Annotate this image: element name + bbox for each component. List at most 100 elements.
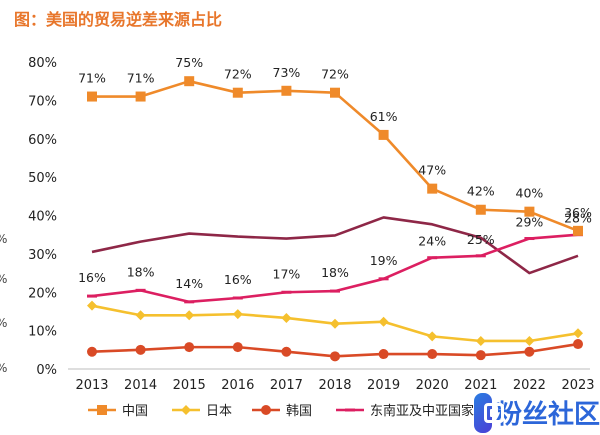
clipped-percent-mark: %	[0, 361, 7, 375]
data-point	[232, 87, 243, 98]
y-tick-label: 70%	[28, 94, 57, 109]
legend-item: 韩国	[252, 404, 312, 419]
data-label: 18%	[127, 264, 155, 279]
data-label: 16%	[224, 272, 252, 287]
x-tick-label: 2014	[124, 378, 157, 393]
data-label: 72%	[321, 67, 349, 82]
data-label: 28%	[564, 211, 592, 226]
data-point	[184, 342, 195, 353]
data-label: 36%	[564, 205, 592, 220]
watermark-text: 粉丝社区	[495, 400, 600, 430]
data-point	[281, 346, 292, 357]
data-point	[427, 256, 438, 260]
fensi-logo-icon	[474, 392, 504, 433]
data-point	[330, 318, 340, 329]
legend-item: 东南亚及中亚国家	[336, 403, 474, 419]
data-point	[87, 91, 97, 102]
data-point	[573, 339, 583, 350]
data-point	[475, 335, 486, 346]
y-tick-label: 60%	[28, 133, 57, 148]
data-point	[573, 328, 583, 339]
data-point	[524, 237, 535, 241]
clipped-percent-mark: %	[0, 316, 7, 330]
data-point	[135, 288, 146, 292]
y-tick-label: 80%	[28, 56, 57, 71]
x-tick-label: 2020	[416, 378, 449, 393]
data-point	[378, 349, 389, 360]
data-label: 14%	[175, 276, 203, 291]
legend-label: 中国	[122, 404, 148, 419]
data-point	[427, 183, 438, 194]
data-point	[184, 310, 195, 321]
data-point	[281, 312, 292, 323]
data-point	[87, 300, 97, 311]
x-tick-label: 2021	[464, 378, 497, 393]
data-point	[281, 290, 292, 294]
data-label: 47%	[418, 163, 446, 178]
y-tick-label: 0%	[36, 363, 57, 378]
data-label: 16%	[78, 270, 106, 285]
data-point	[232, 296, 243, 300]
data-label: 25%	[467, 232, 495, 247]
x-tick-label: 2022	[513, 378, 546, 393]
data-point	[427, 331, 438, 342]
data-label: 40%	[516, 186, 544, 201]
legend-label: 韩国	[286, 404, 312, 419]
data-point	[184, 300, 195, 304]
data-point	[475, 254, 486, 258]
legend-marker	[261, 405, 271, 415]
legend-label: 日本	[206, 404, 232, 419]
legend-marker	[181, 405, 191, 415]
data-point	[330, 351, 340, 362]
x-tick-label: 2018	[318, 378, 351, 393]
data-label: 42%	[467, 184, 495, 199]
clipped-percent-mark: %	[0, 272, 7, 286]
legend-marker	[345, 408, 355, 412]
data-point	[427, 349, 438, 360]
data-label: 61%	[370, 109, 398, 124]
legend-item: 日本	[172, 404, 232, 419]
x-tick-label: 2023	[561, 378, 594, 393]
data-point	[87, 294, 97, 298]
data-point	[281, 85, 292, 96]
data-label: 24%	[418, 234, 446, 249]
legend-item: 中国	[88, 404, 148, 419]
data-point	[378, 277, 389, 281]
x-tick-label: 2017	[270, 378, 303, 393]
data-labels: 71% 71% 75% 72% 73% 72% 61% 47% 42% 40% 36% 16% 18% 1…	[78, 55, 592, 291]
data-point	[475, 204, 486, 215]
watermark: 粉丝社区	[474, 390, 600, 435]
chart-title: 图：美国的贸易逆差来源占比	[14, 10, 223, 29]
y-tick-label: 40%	[28, 210, 57, 225]
series-lines	[91, 79, 579, 358]
y-tick-label: 30%	[28, 248, 57, 263]
x-tick-label: 2016	[221, 378, 254, 393]
data-point	[232, 342, 243, 353]
x-tick-label: 2013	[75, 378, 108, 393]
legend-marker	[97, 405, 107, 415]
data-point	[135, 91, 146, 102]
data-label: 18%	[321, 265, 349, 280]
data-point	[330, 87, 340, 98]
x-tick-label: 2019	[367, 378, 400, 393]
axes: 0% 10% 20% 30% 40% 50% 60% 70% 80% 2013 2014 2015 20…	[28, 56, 594, 393]
x-tick-label: 2015	[173, 378, 206, 393]
data-point	[524, 335, 535, 346]
data-label: 19%	[370, 253, 398, 268]
y-tick-label: 50%	[28, 171, 57, 186]
y-tick-label: 20%	[28, 286, 57, 301]
legend: 中国 日本 韩国 东南亚及中亚国家	[88, 403, 474, 419]
clipped-percent-mark: %	[0, 232, 7, 246]
series-markers	[87, 76, 583, 362]
data-label: 71%	[78, 71, 106, 86]
data-point	[524, 206, 535, 217]
data-label: 17%	[273, 266, 301, 281]
data-label: 75%	[175, 55, 203, 70]
data-label: 71%	[127, 71, 155, 86]
data-point	[135, 344, 146, 355]
data-point	[232, 309, 243, 320]
data-point	[475, 350, 486, 361]
left-clipped-marks: %%%%	[0, 232, 7, 375]
data-point	[330, 289, 340, 293]
data-point	[573, 225, 583, 236]
